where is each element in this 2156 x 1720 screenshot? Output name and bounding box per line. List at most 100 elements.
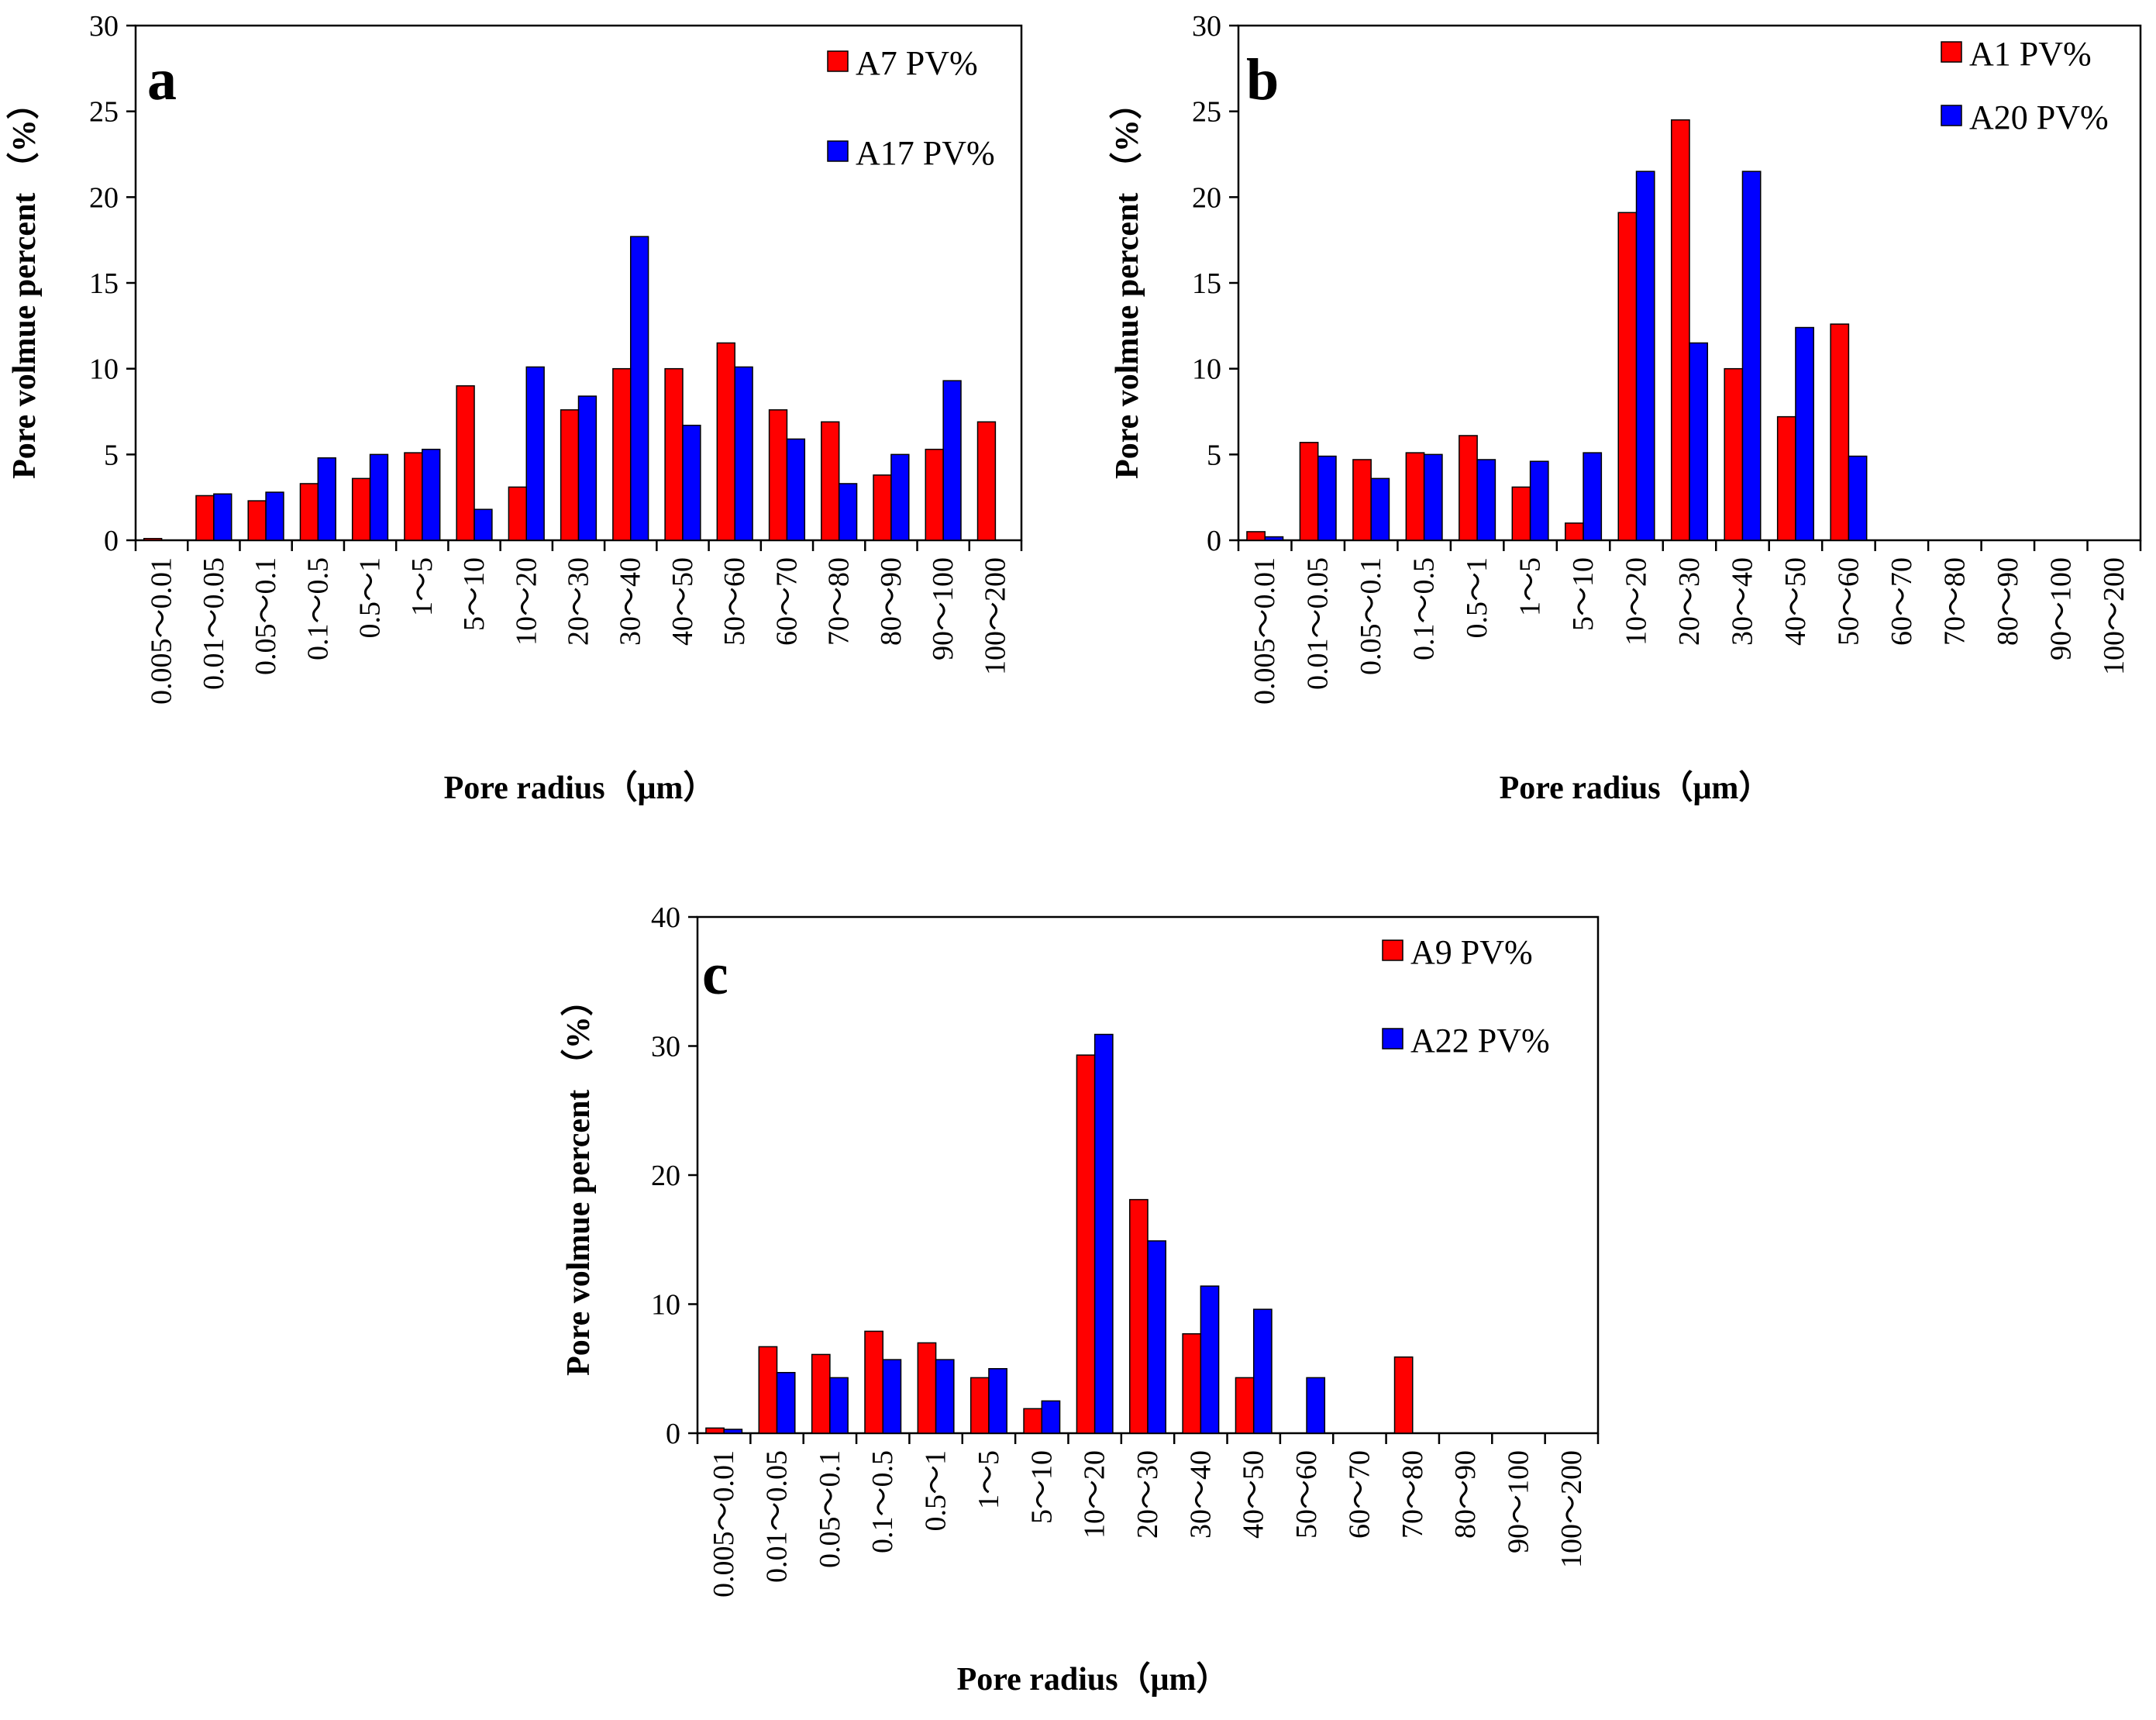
y-tick-label: 30 (1192, 10, 1221, 43)
x-tick-label: 30～40 (1184, 1450, 1217, 1539)
x-axis-title: Pore radius（μm） (1500, 770, 1772, 806)
bar-A22-5 (988, 1368, 1007, 1434)
bar-A17-14 (890, 453, 910, 541)
legend-label: A20 PV% (1969, 98, 2109, 136)
bar-A9-13 (1393, 1356, 1414, 1434)
bar-A22-4 (935, 1359, 955, 1434)
bar-A20-10 (1795, 326, 1814, 541)
bar-A20-5 (1529, 460, 1549, 541)
bar-A17-2 (265, 491, 284, 541)
bar-A1-7 (1617, 212, 1638, 541)
bar-A20-3 (1423, 453, 1443, 541)
bar-A1-3 (1405, 452, 1425, 541)
x-tick-label: 0.005～0.01 (146, 557, 178, 705)
x-tick-label: 20～30 (1131, 1450, 1164, 1539)
bar-A7-9 (612, 367, 632, 541)
bar-A1-5 (1511, 486, 1531, 541)
bar-A20-9 (1741, 171, 1762, 541)
y-tick-label: 25 (89, 96, 119, 129)
x-tick-label: 30～40 (615, 557, 647, 646)
bar-A17-9 (629, 236, 649, 541)
legend-swatch (827, 140, 849, 162)
bar-A17-4 (369, 453, 389, 541)
y-axis-title: Pore volmue percent （%） (1109, 87, 1145, 479)
y-tick-label: 5 (104, 439, 119, 471)
chart-panel-b: 0 5 10 15 20 25 30 0.005～0.01 0.01～0.05 0.05～0.1 0… (1109, 10, 2142, 806)
legend-swatch (1941, 105, 1962, 126)
x-tick-label: 0.01～0.05 (1302, 557, 1335, 690)
bar-A1-0 (1246, 531, 1266, 541)
y-axis-title: Pore volmue percent （%） (6, 87, 43, 479)
legend-label: A17 PV% (856, 134, 995, 172)
chart-panel-c: 0 10 20 30 40 0.005～0.01 0.01～0.05 0.05～0.1 0.1～… (560, 901, 1600, 1698)
x-tick-label: 0.05～0.1 (814, 1450, 846, 1568)
x-tick-label: 60～70 (1343, 1450, 1376, 1539)
y-tick-label: 30 (651, 1031, 680, 1063)
x-tick-label: 0.005～0.01 (708, 1450, 740, 1598)
x-tick-label: 1～5 (973, 1450, 1005, 1509)
legend-swatch (1382, 939, 1403, 961)
bar-A17-5 (422, 448, 441, 541)
x-tick-label: 0.1～0.5 (301, 557, 334, 660)
legend-swatch (827, 50, 849, 72)
y-tick-label: 10 (651, 1289, 680, 1322)
x-tick-label: 0.5～1 (920, 1450, 952, 1532)
x-tick-label: 0.05～0.1 (1355, 557, 1387, 675)
bar-A1-9 (1724, 367, 1744, 541)
bar-A7-10 (664, 367, 684, 541)
y-tick-label: 15 (89, 267, 119, 300)
x-tick-label: 0.005～0.01 (1248, 557, 1281, 705)
x-tick-label: 80～90 (1449, 1450, 1482, 1539)
x-tick-label: 70～80 (1397, 1450, 1429, 1539)
bar-A1-6 (1565, 522, 1584, 541)
legend-swatch (1382, 1028, 1403, 1050)
bar-A7-14 (873, 474, 892, 541)
y-tick-label: 0 (1207, 525, 1221, 557)
bar-A17-6 (474, 508, 493, 541)
bar-A7-15 (925, 448, 944, 541)
x-tick-label: 100～200 (979, 557, 1011, 675)
bar-A22-8 (1147, 1240, 1166, 1434)
bar-A20-6 (1583, 452, 1603, 541)
bar-A9-6 (1023, 1408, 1043, 1434)
bar-A9-1 (758, 1346, 778, 1434)
bar-A1-11 (1830, 323, 1850, 541)
bar-A7-11 (716, 342, 735, 541)
bar-A20-2 (1370, 477, 1390, 541)
x-tick-label: 40～50 (666, 557, 699, 646)
x-tick-label: 0.1～0.5 (866, 1450, 899, 1553)
x-tick-label: 50～60 (1832, 557, 1865, 646)
bar-A17-15 (942, 380, 962, 541)
bar-A9-4 (917, 1342, 937, 1434)
panel-label: c (702, 942, 728, 1007)
bar-A22-3 (882, 1359, 902, 1434)
y-tick-label: 10 (89, 353, 119, 386)
x-tick-label: 0.5～1 (1461, 557, 1493, 639)
x-tick-label: 0.5～1 (354, 557, 387, 639)
x-tick-label: 30～40 (1726, 557, 1758, 646)
y-tick-label: 10 (1192, 353, 1221, 386)
bar-A9-5 (970, 1377, 990, 1434)
bar-A1-10 (1776, 415, 1796, 541)
bar-A22-7 (1093, 1033, 1114, 1434)
bar-A7-16 (976, 421, 997, 541)
x-tick-label: 70～80 (823, 557, 856, 646)
x-tick-label: 60～70 (770, 557, 803, 646)
y-tick-label: 20 (1192, 181, 1221, 214)
x-tick-label: 5～10 (1567, 557, 1600, 631)
y-axis-title: Pore volmue percent （%） (560, 984, 597, 1376)
bar-A9-3 (864, 1330, 883, 1434)
bar-A22-9 (1200, 1285, 1220, 1434)
bar-A9-9 (1182, 1333, 1202, 1434)
x-tick-label: 40～50 (1238, 1450, 1270, 1539)
legend-label: A1 PV% (1969, 35, 2092, 73)
bar-A22-1 (776, 1371, 796, 1434)
x-tick-label: 80～90 (1992, 557, 2024, 646)
x-axis-title: Pore radius（μm） (957, 1661, 1229, 1698)
bar-A22-2 (829, 1377, 849, 1434)
bar-A17-12 (786, 438, 806, 541)
bar-A9-0 (705, 1427, 725, 1434)
x-tick-label: 20～30 (1673, 557, 1706, 646)
x-tick-label: 50～60 (1290, 1450, 1323, 1539)
bar-A20-11 (1848, 455, 1868, 541)
